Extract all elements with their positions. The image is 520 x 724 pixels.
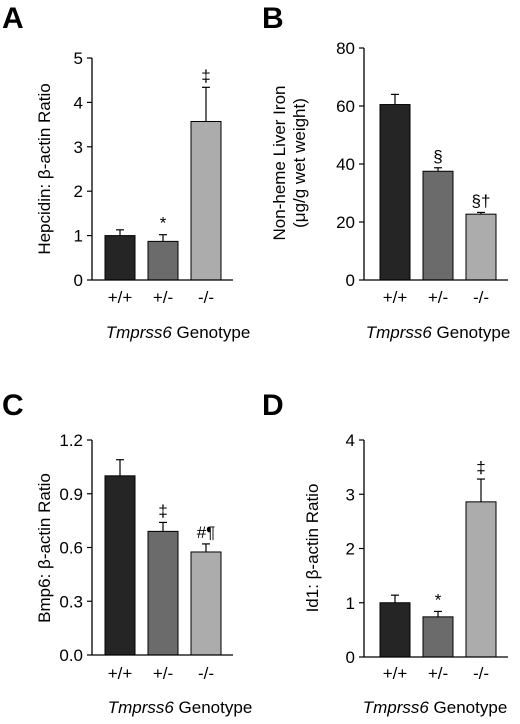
- y-tick-label-a-4: 4: [74, 93, 83, 112]
- y-tick-label-d-3: 3: [346, 485, 355, 504]
- y-tick-label-a-1: 1: [74, 227, 83, 246]
- bar-b-2: [422, 170, 454, 281]
- significance-marker-b-2: §: [433, 147, 442, 166]
- panel-b: B +/+ § +/- §† -/- 0 20 40 60 80 Non-heme Liver Iro…: [262, 2, 510, 342]
- bar-a-2: [147, 240, 179, 281]
- x-tick-label-d-1: +/+: [383, 664, 408, 683]
- x-axis-title-b: Tmprss6 Genotype: [366, 323, 511, 342]
- bar-c-2: [147, 530, 179, 656]
- x-tick-label-c-3: -/-: [198, 664, 214, 683]
- y-axis-title-c: Bmp6: β-actin Ratio: [35, 473, 54, 623]
- y-tick-label-d-4: 4: [346, 431, 355, 450]
- significance-marker-c-3: #¶: [197, 523, 216, 542]
- bar-c-1: [104, 475, 136, 656]
- x-tick-label-c-1: +/+: [108, 664, 133, 683]
- bar-d-3: [465, 501, 497, 658]
- y-tick-label-a-0: 0: [74, 271, 83, 290]
- y-tick-label-c-2: 0.6: [59, 539, 83, 558]
- x-tick-label-d-3: -/-: [473, 664, 489, 683]
- bar-c-3: [190, 551, 222, 656]
- y-tick-label-b-2: 40: [336, 155, 355, 174]
- y-tick-label-a-3: 3: [74, 138, 83, 157]
- panel-d: D +/+ * +/- ‡ -/- 0 1 2 3 4 Id1: β-actin Ratio Tmprs…: [262, 389, 508, 717]
- bar-a-3: [190, 120, 222, 281]
- y-tick-label-a-2: 2: [74, 182, 83, 201]
- x-axis-title-d: Tmprss6 Genotype: [363, 698, 508, 717]
- bar-d-2: [422, 616, 454, 658]
- panel-letter-d: D: [262, 389, 284, 422]
- x-tick-label-b-3: -/-: [473, 288, 489, 307]
- panel-letter-c: C: [2, 389, 24, 422]
- significance-marker-d-2: *: [435, 590, 442, 609]
- y-axis-title-b: Non-heme Liver Iron(μg/g wet weight): [270, 86, 309, 241]
- x-tick-label-a-1: +/+: [108, 288, 133, 307]
- x-tick-label-d-2: +/-: [428, 664, 448, 683]
- panel-letter-a: A: [2, 2, 24, 35]
- y-tick-label-d-1: 1: [346, 594, 355, 613]
- x-tick-label-b-2: +/-: [428, 288, 448, 307]
- x-axis-title-c: Tmprss6 Genotype: [108, 698, 253, 717]
- y-axis-title-a: Hepcidin: β-actin Ratio: [35, 83, 54, 254]
- panel-letter-b: B: [262, 2, 284, 35]
- bar-d-1: [379, 602, 411, 658]
- x-tick-label-b-1: +/+: [383, 288, 408, 307]
- y-tick-label-a-5: 5: [74, 49, 83, 68]
- significance-marker-a-3: ‡: [201, 66, 210, 85]
- y-tick-label-d-0: 0: [346, 648, 355, 667]
- y-tick-label-b-3: 60: [336, 97, 355, 116]
- significance-marker-c-2: ‡: [158, 501, 167, 520]
- y-tick-label-c-3: 0.9: [59, 485, 83, 504]
- y-tick-label-b-4: 80: [336, 39, 355, 58]
- y-tick-label-d-2: 2: [346, 540, 355, 559]
- panel-a: A +/+ * +/- ‡ -/- 0 1 2 3 4 5 Hepcidin: β-actin Rati…: [2, 2, 250, 342]
- y-tick-label-c-0: 0.0: [59, 646, 83, 665]
- y-tick-label-c-4: 1.2: [59, 431, 83, 450]
- significance-marker-b-3: §†: [472, 191, 491, 210]
- bar-a-1: [104, 235, 136, 281]
- x-tick-label-a-3: -/-: [198, 288, 214, 307]
- x-axis-title-a: Tmprss6 Genotype: [106, 323, 251, 342]
- significance-marker-d-3: ‡: [476, 458, 485, 477]
- panel-c: C +/+ ‡ +/- #¶ -/- 0.0 0.3 0.6 0.9 1.2 Bmp6: β-acti…: [2, 389, 252, 717]
- bar-b-3: [465, 213, 497, 281]
- x-tick-label-a-2: +/-: [153, 288, 173, 307]
- y-axis-title-d: Id1: β-actin Ratio: [303, 484, 322, 613]
- x-tick-label-c-2: +/-: [153, 664, 173, 683]
- y-tick-label-b-1: 20: [336, 213, 355, 232]
- y-tick-label-c-1: 0.3: [59, 592, 83, 611]
- significance-marker-a-2: *: [160, 214, 167, 233]
- y-tick-label-b-0: 0: [346, 271, 355, 290]
- bar-b-1: [379, 104, 411, 281]
